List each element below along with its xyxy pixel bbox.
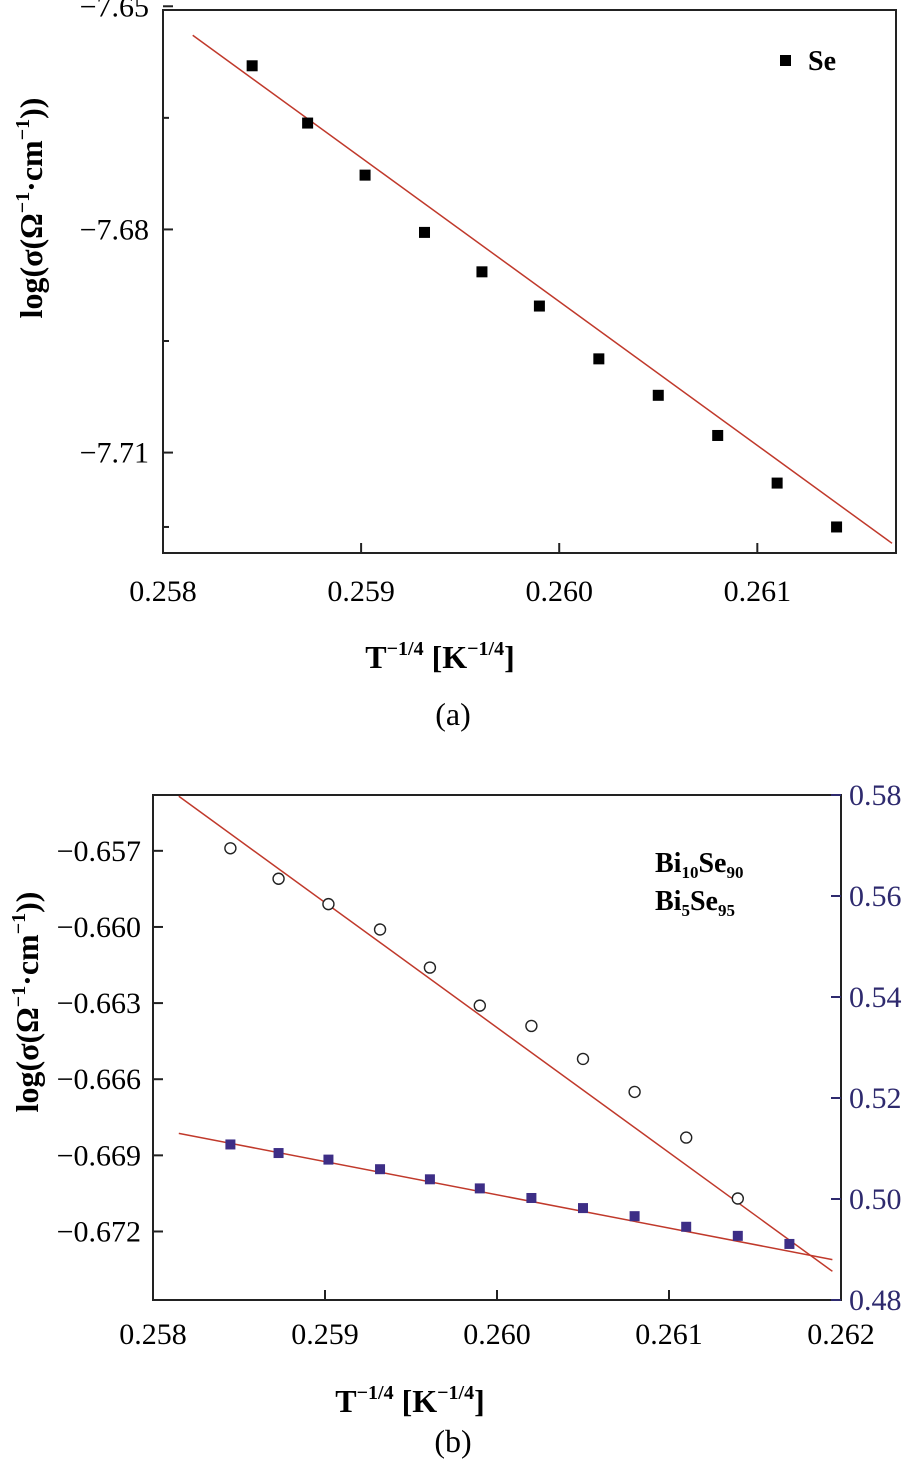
se-data-point — [831, 521, 843, 533]
panel-b-legend-label-2: Bi5Se95 — [655, 886, 735, 920]
se-data-point — [771, 477, 783, 489]
panel-b-left-y-axis: −0.657 −0.660 −0.663 −0.666 −0.669 −0.672 — [57, 835, 163, 1248]
panel-a-x-axis: 0.258 0.259 0.260 0.261 — [129, 543, 791, 608]
panel-a-label: (a) — [435, 696, 471, 732]
left-y-tick-label: −0.663 — [57, 987, 141, 1020]
right-y-tick-label: 0.52 — [849, 1082, 902, 1115]
se-data-point — [476, 266, 488, 278]
se-data-point — [302, 117, 314, 129]
x-tick-label: 0.258 — [129, 575, 197, 608]
bi10se90-data-point — [731, 1192, 744, 1205]
x-tick-label: 0.260 — [525, 575, 593, 608]
panel-a-chart: 0.258 0.259 0.260 0.261 −7.65−7.68−7.71 Se … — [12, 0, 897, 732]
panel-a-legend: Se — [780, 46, 836, 77]
bi10se90-data-point — [628, 1085, 641, 1099]
x-tick-label: 0.259 — [327, 575, 395, 608]
y-tick-label: −7.68 — [80, 213, 149, 246]
bi5se95-data-point — [375, 1164, 386, 1175]
y-tick-label: −7.71 — [80, 437, 149, 470]
bi5se95-data-point — [273, 1148, 284, 1159]
panel-a-y-axis: −7.65 −7.68 −7.71 — [80, 0, 173, 528]
bi5se95-data-point — [578, 1203, 588, 1214]
x-tick-label: 0.261 — [724, 575, 792, 608]
left-y-tick-label: −0.669 — [57, 1139, 141, 1172]
panel-b-label: (b) — [434, 1423, 471, 1459]
right-y-tick-label: 0.58 — [849, 779, 902, 812]
panel-b-data-points — [224, 842, 795, 1249]
se-data-point — [533, 300, 545, 312]
bi5se95-data-point — [681, 1221, 692, 1232]
se-data-point — [359, 169, 371, 181]
bi10se90-data-point — [373, 923, 387, 936]
right-y-tick-label: 0.50 — [849, 1183, 902, 1216]
panel-a-frame — [162, 9, 897, 554]
right-y-tick-label: 0.56 — [849, 880, 902, 913]
panel-b-y-axis-title: log(σ(Ω−1·cm−1)) — [8, 892, 45, 1113]
right-y-tick-label: 0.48 — [849, 1284, 902, 1317]
panel-a-x-axis-title: T−1/4 [K−1/4] — [365, 638, 514, 675]
panel-b-x-axis: 0.258 0.259 0.260 0.261 0.262 — [119, 1290, 875, 1351]
panel-a-legend-label: Se — [808, 46, 836, 77]
x-tick-label: 0.261 — [635, 1318, 703, 1351]
panel-a-fit-lines — [192, 34, 893, 544]
bi5se95-data-point — [784, 1238, 795, 1249]
se-data-point — [712, 429, 724, 441]
bi10se90-data-point — [272, 872, 285, 885]
x-tick-label: 0.259 — [291, 1318, 359, 1351]
panel-b-fit-lines — [178, 795, 833, 1272]
x-tick-label: 0.262 — [807, 1318, 875, 1351]
panel-b-x-axis-title: T−1/4 [K−1/4] — [335, 1382, 484, 1419]
se-data-point — [246, 60, 258, 72]
x-tick-label: 0.260 — [463, 1318, 531, 1351]
bi10se90-data-point — [525, 1019, 538, 1033]
panel-b-legend-label-1: Bi10Se90 — [655, 848, 743, 882]
left-y-tick-label: −0.672 — [57, 1215, 141, 1248]
fit-line — [192, 34, 893, 544]
bi10se90-data-point — [224, 842, 237, 855]
fit-line — [178, 1132, 833, 1261]
bi10se90-data-point — [576, 1052, 590, 1066]
right-y-tick-label: 0.54 — [849, 981, 902, 1014]
bi5se95-data-point — [424, 1174, 435, 1185]
bi5se95-data-point — [629, 1211, 640, 1222]
bi10se90-data-point — [423, 961, 437, 974]
bi10se90-data-point — [473, 999, 486, 1012]
se-data-point — [593, 353, 605, 365]
se-data-point — [652, 389, 664, 401]
bi5se95-data-point — [474, 1183, 485, 1194]
se-data-point — [419, 226, 431, 238]
bi10se90-data-point — [322, 897, 335, 911]
bi5se95-data-point — [526, 1192, 537, 1203]
panel-b-right-y-axis: 0.48 0.50 0.52 0.54 0.56 0.58 — [831, 779, 902, 1317]
panel-b-chart: 0.258 0.259 0.260 0.261 0.262 −0.657−0.660−0… — [8, 779, 902, 1459]
bi5se95-data-point — [732, 1230, 743, 1241]
bi5se95-data-point — [323, 1154, 334, 1165]
panel-a-y-axis-title: log(σ(Ω−1·cm−1)) — [12, 98, 49, 319]
left-y-tick-label: −0.666 — [57, 1063, 141, 1096]
panel-a-legend-marker — [780, 55, 791, 66]
bi10se90-data-point — [680, 1131, 693, 1144]
fit-line — [178, 795, 833, 1272]
left-y-tick-label: −0.657 — [57, 835, 141, 868]
x-tick-label: 0.258 — [119, 1318, 187, 1351]
bi5se95-data-point — [225, 1139, 236, 1150]
panel-a-data-points — [246, 60, 843, 533]
y-tick-label: −7.65 — [80, 0, 149, 23]
left-y-tick-label: −0.660 — [57, 911, 141, 944]
panel-b-legend: Bi10Se90 Bi5Se95 — [655, 848, 743, 920]
